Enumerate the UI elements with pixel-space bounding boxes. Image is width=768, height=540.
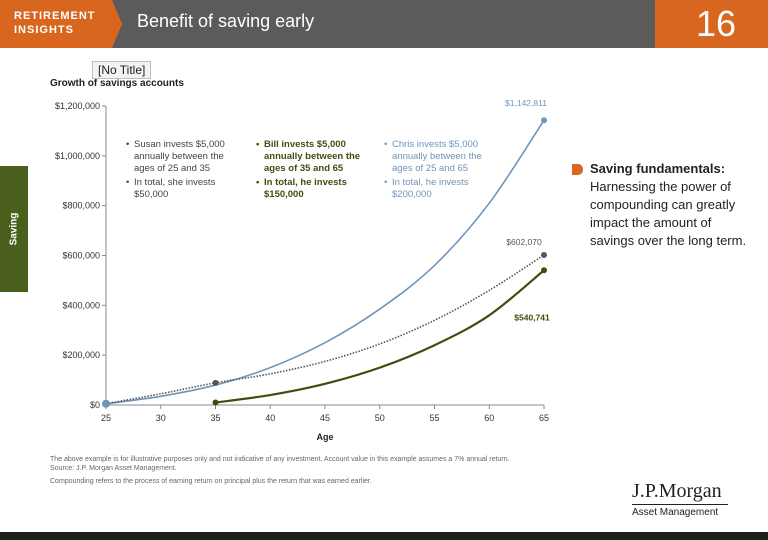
y-tick-label-5: $1,000,000 [55, 151, 100, 161]
annotation-bill-line-2: In total, he invests $150,000 [256, 177, 368, 201]
y-tick-label-2: $400,000 [62, 300, 100, 310]
fundamentals-marker-icon [572, 164, 583, 175]
y-tick-label-0: $0 [90, 400, 100, 410]
page-number: 16 [695, 3, 736, 44]
series-end-dot-bill [541, 267, 547, 274]
series-end-dot-chris [541, 117, 547, 124]
badge-notch [112, 0, 122, 48]
fundamentals-title: Saving fundamentals: [590, 161, 726, 176]
page-number-box: 16 [655, 0, 768, 48]
series-end-label-susan: $602,070 [506, 237, 542, 247]
fundamentals-body: Harnessing the power of compounding can … [590, 179, 747, 248]
x-tick-label-8: 65 [539, 413, 549, 423]
annotation-susan-line-2: In total, she invests $50,000 [126, 177, 238, 201]
logo-divider [632, 504, 728, 505]
series-end-label-chris: $1,142,811 [505, 98, 547, 108]
series-end-dot-susan [541, 251, 547, 258]
logo-main: J.P.Morgan [632, 480, 722, 502]
jpmorgan-logo: J.P.Morgan Asset Management [632, 480, 742, 518]
x-tick-label-7: 60 [484, 413, 494, 423]
series-line-chris [105, 119, 545, 405]
badge-text: RETIREMENT INSIGHTS [14, 10, 96, 36]
footnote-source: Source: J.P. Morgan Asset Management. [50, 465, 177, 472]
side-tab-saving[interactable]: Saving [0, 166, 28, 292]
y-tick-label-1: $200,000 [62, 350, 100, 360]
start-dot-bill-age-35 [212, 399, 219, 406]
x-tick-label-6: 55 [429, 413, 439, 423]
bottom-bar [0, 532, 768, 540]
header-bar [0, 0, 768, 48]
annotation-chris-line-1: Chris invests $5,000 annually between th… [384, 139, 496, 175]
start-dot-age-25 [102, 399, 110, 408]
annotation-bill-line-1: Bill invests $5,000 annually between the… [256, 139, 368, 175]
footnote-disclaimer: The above example is for illustrative pu… [50, 456, 510, 463]
x-tick-label-1: 30 [156, 413, 166, 423]
x-tick-label-4: 45 [320, 413, 330, 423]
y-tick-label-3: $600,000 [62, 251, 100, 261]
y-tick-label-6: $1,200,000 [55, 101, 100, 111]
x-tick-label-3: 40 [265, 413, 275, 423]
series-line-bill [215, 269, 545, 404]
annotation-susan-line-1: Susan invests $5,000 annually between th… [126, 139, 238, 175]
y-tick-label-4: $800,000 [62, 201, 100, 211]
x-tick-label-5: 50 [375, 413, 385, 423]
marker-susan-stop-age-35 [212, 379, 219, 386]
x-axis-label: Age [316, 432, 333, 442]
series-line-susan [105, 254, 545, 405]
annotation-chris-line-2: In total, he invests $200,000 [384, 177, 496, 201]
chart-title: Growth of savings accounts [50, 78, 184, 89]
annotation-chris: Chris invests $5,000 annually between th… [384, 139, 496, 203]
series-end-label-bill: $540,741 [514, 312, 550, 322]
retirement-insights-badge: RETIREMENT INSIGHTS [0, 0, 112, 48]
no-title-tooltip: [No Title] [92, 61, 152, 79]
page-title: Benefit of saving early [137, 11, 315, 31]
annotation-bill: Bill invests $5,000 annually between the… [256, 139, 368, 203]
footnote-compounding: Compounding refers to the process of ear… [50, 478, 372, 485]
annotation-susan: Susan invests $5,000 annually between th… [126, 139, 238, 203]
logo-sub: Asset Management [632, 507, 719, 518]
x-tick-label-0: 25 [101, 413, 111, 423]
x-tick-label-2: 35 [210, 413, 220, 423]
